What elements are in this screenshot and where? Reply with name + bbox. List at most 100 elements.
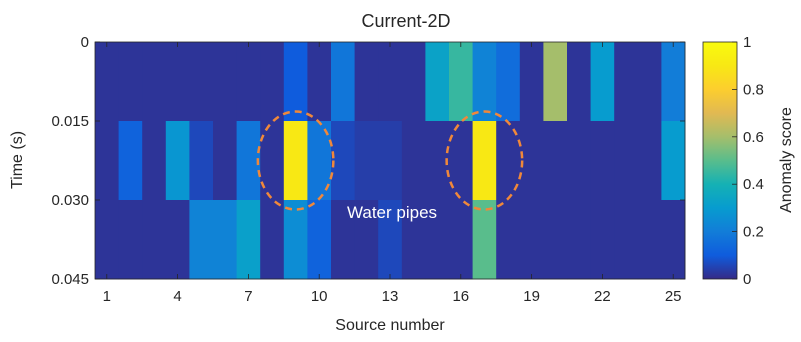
highlight-ellipse [445,110,524,211]
colorbar-tick-label: 0.4 [743,176,764,193]
heatmap-cell [567,200,591,280]
heatmap-cell [449,200,473,280]
x-tick-label: 25 [665,288,682,305]
heatmap-cell [95,121,119,201]
heatmap-cell [590,42,615,122]
heatmap-cell [614,200,639,280]
x-tick-label: 13 [382,288,399,305]
heatmap-cell [637,200,662,280]
heatmap-cell [354,200,379,280]
heatmap-cell [213,200,237,280]
heatmap-cell [401,42,426,122]
heatmap-cell [449,42,473,122]
y-axis-label: Time (s) [9,131,26,189]
heatmap-cell [614,121,639,201]
heatmap-cell [496,42,521,122]
heatmap-cell [425,200,450,280]
heatmap-cell [543,42,568,122]
heatmap-cell [165,42,190,122]
heatmap-cell [283,42,308,122]
chart-title: Current-2D [361,11,450,31]
heatmap-cell [118,200,143,280]
heatmap-cell [543,200,568,280]
heatmap-cell [354,121,379,201]
heatmap-cell [236,200,261,280]
heatmap-cell [472,121,497,201]
heatmap-cell [260,121,285,201]
heatmap-cell [567,42,591,122]
heatmap-cell [543,121,568,201]
x-tick-label: 22 [594,288,611,305]
x-tick-label: 1 [103,288,111,305]
y-axis-ticks: 0 0.015 0.030 0.045 [51,34,685,288]
water-pipes-annotation: Water pipes [347,203,437,222]
heatmap-cell [567,121,591,201]
heatmap-cell [283,200,308,280]
colorbar-ticks: 0 0.2 0.4 0.6 0.8 1 [732,34,764,288]
heatmap-cell [378,200,403,280]
x-axis-ticks: 1 4 7 10 13 16 19 22 25 [103,42,682,305]
heatmap-cell [519,121,544,201]
heatmap-cell [590,200,615,280]
highlight-ellipses [256,110,524,211]
colorbar-tick-label: 1 [743,34,751,51]
heatmap-cell [95,42,119,122]
heatmap-cell [118,42,143,122]
x-tick-label: 19 [523,288,540,305]
heatmap-cell [331,200,355,280]
colorbar [702,41,738,280]
heatmap-cell [307,200,332,280]
heatmap-cell [95,200,119,280]
heatmap-cell [519,200,544,280]
heatmap-cell [260,42,285,122]
x-tick-label: 16 [452,288,469,305]
heatmap-cell [118,121,143,201]
colorbar-tick-label: 0.6 [743,129,764,146]
heatmap-cell [165,121,190,201]
colorbar-label: Anomaly score [778,107,795,213]
heatmap-cell [472,42,497,122]
heatmap-cell [378,121,403,201]
heatmap-cell [590,121,615,201]
heatmap-cell [637,42,662,122]
heatmap-cells [95,42,686,280]
heatmap-cell [142,42,167,122]
x-axis-label: Source number [335,317,445,334]
heatmap-cell [142,200,167,280]
colorbar-tick-label: 0.2 [743,224,764,241]
heatmap-cell [331,121,355,201]
y-tick-label: 0 [81,34,89,51]
heatmap-cell [331,42,355,122]
heatmap-cell [661,200,686,280]
heatmap-cell [236,42,261,122]
heatmap-cell [260,200,285,280]
heatmap-cell [519,42,544,122]
heatmap-cell [472,200,497,280]
heatmap-cell [307,42,332,122]
colorbar-tick-label: 0.8 [743,81,764,98]
highlight-ellipse [256,110,335,211]
heatmap-cell [165,200,190,280]
y-tick-label: 0.030 [51,192,89,209]
x-tick-label: 10 [311,288,328,305]
heatmap-cell [614,42,639,122]
heatmap-cell [637,121,662,201]
y-tick-label: 0.015 [51,113,89,130]
heatmap-cell [213,42,237,122]
heatmap-cell [189,121,214,201]
heatmap-cell [354,42,379,122]
heatmap-cell [661,121,686,201]
y-tick-label: 0.045 [51,271,89,288]
heatmap-cell [496,200,521,280]
heatmap-cell [378,42,403,122]
heatmap-cell [401,200,426,280]
heatmap-cell [661,42,686,122]
heatmap-cell [283,121,308,201]
x-tick-label: 7 [244,288,252,305]
heatmap-cell [401,121,426,201]
colorbar-tick-label: 0 [743,271,751,288]
x-tick-label: 4 [173,288,181,305]
heatmap-cell [189,200,214,280]
